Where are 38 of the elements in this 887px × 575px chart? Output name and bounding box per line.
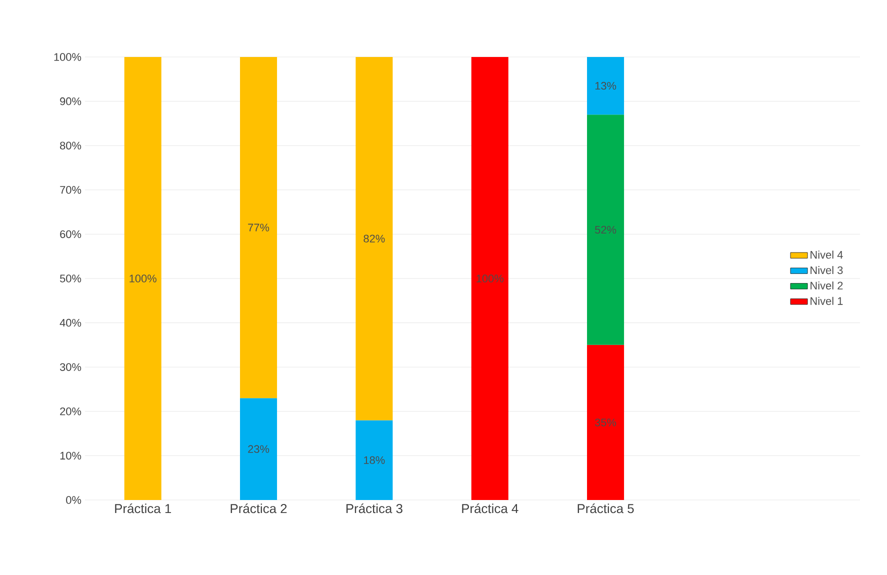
- legend-label: Nivel 1: [810, 296, 843, 305]
- data-label: 100%: [130, 274, 156, 282]
- legend-label: Nivel 3: [810, 266, 843, 274]
- bar: [240, 56, 278, 398]
- y-tick-label: 30%: [60, 363, 82, 371]
- y-tick-label: 70%: [60, 186, 82, 194]
- x-tick-label: Práctica 4: [462, 504, 518, 514]
- y-tick-label: 100%: [54, 53, 82, 61]
- legend-label: Nivel 2: [810, 281, 843, 290]
- legend-label: Nivel 4: [810, 250, 843, 259]
- y-tick-label: 50%: [60, 274, 82, 282]
- bar: [356, 56, 393, 420]
- bar: [587, 344, 624, 500]
- bar: [587, 56, 624, 115]
- bar: [471, 56, 508, 500]
- data-label: 100%: [476, 274, 504, 282]
- x-tick-label: Práctica 1: [115, 504, 171, 514]
- y-tick-label: 40%: [60, 318, 82, 327]
- data-label: 13%: [595, 82, 616, 90]
- data-label: 77%: [248, 224, 270, 232]
- data-label: 35%: [594, 418, 616, 426]
- data-label: 23%: [248, 445, 270, 453]
- y-tick-label: 10%: [60, 452, 82, 460]
- data-label: 52%: [595, 226, 616, 234]
- data-label: 18%: [364, 456, 385, 464]
- y-tick-label: 80%: [60, 142, 82, 150]
- y-tick-label: 0%: [66, 496, 82, 504]
- x-tick-label: Práctica 5: [578, 504, 634, 514]
- bar: [587, 114, 624, 345]
- bar: [240, 398, 278, 500]
- y-tick-label: 20%: [60, 408, 82, 416]
- y-tick-label: 90%: [60, 97, 82, 106]
- bar: [124, 56, 162, 500]
- bar: [356, 420, 393, 500]
- x-tick-label: Práctica 3: [346, 504, 402, 514]
- y-tick-label: 60%: [60, 230, 82, 238]
- x-tick-label: Práctica 2: [230, 504, 287, 514]
- data-label: 82%: [364, 234, 385, 242]
